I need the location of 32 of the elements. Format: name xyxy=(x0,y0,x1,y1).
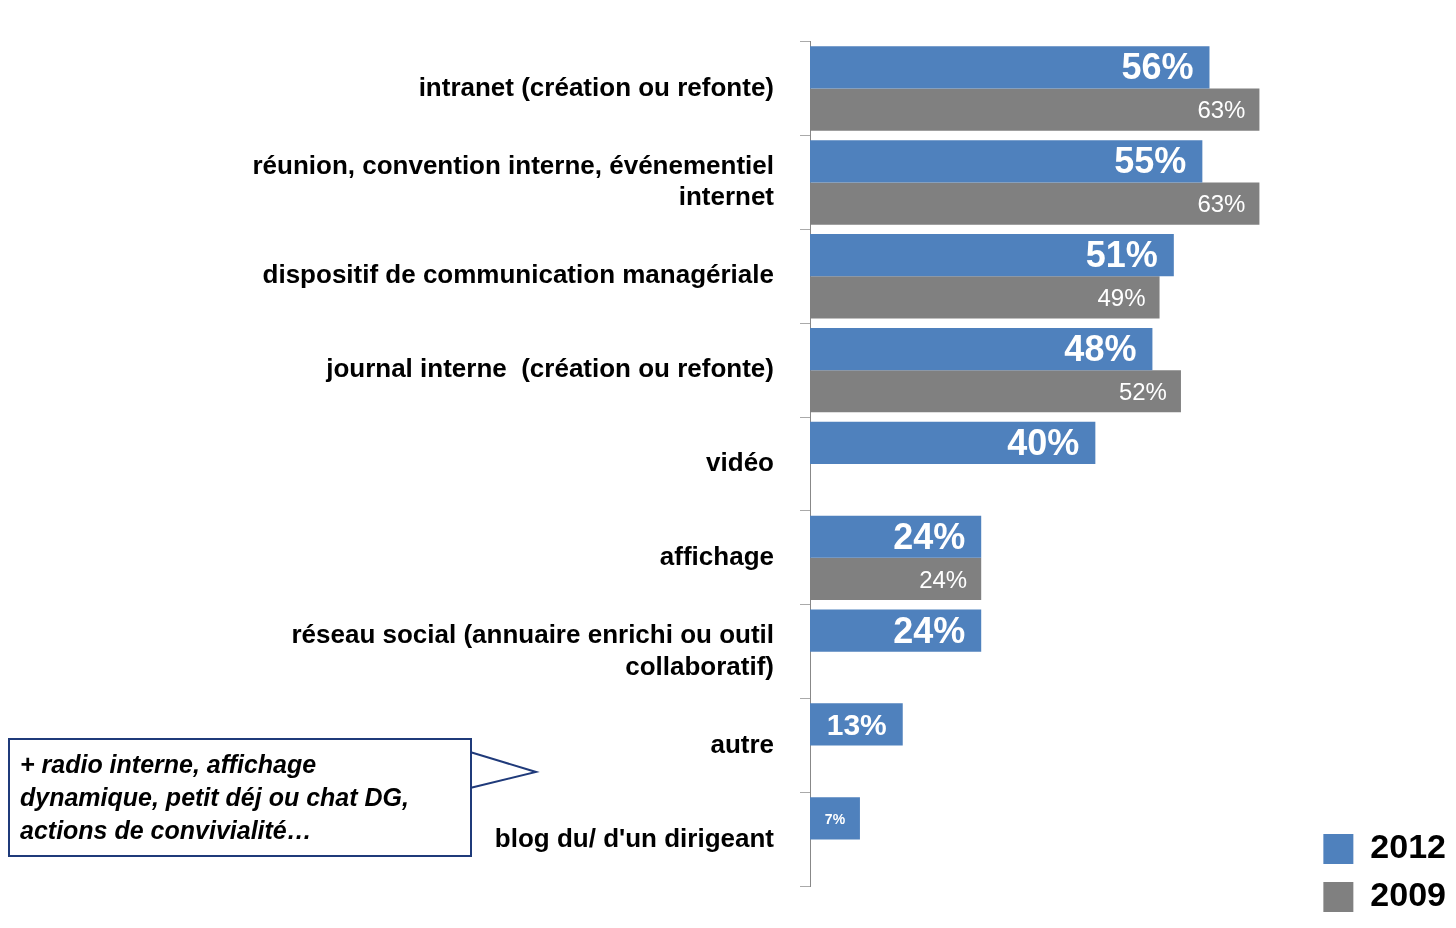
y-tick-label: intranet (création ou refonte) xyxy=(418,71,774,102)
y-tick-label: autre xyxy=(710,728,774,759)
bar xyxy=(810,234,1174,277)
data-label: 24% xyxy=(893,515,966,557)
data-label: 52% xyxy=(1118,377,1167,405)
y-tick-label: réseau social (annuaire enrichi ou outil collaboratif) xyxy=(291,619,774,681)
y-tick-label: affichage xyxy=(659,541,774,572)
data-label: 40% xyxy=(1007,421,1080,463)
data-label: 7% xyxy=(824,811,846,828)
y-tick-label: dispositif de communication managériale xyxy=(262,259,774,290)
data-label: 24% xyxy=(893,609,966,651)
y-tick-label: blog du/ d'un dirigeant xyxy=(494,822,775,853)
y-tick-label: journal interne (création ou refonte) xyxy=(325,353,774,384)
data-label: 55% xyxy=(1114,140,1187,182)
legend-label: 2012 xyxy=(1370,827,1446,866)
bar xyxy=(810,46,1210,89)
y-tick-label: réunion, convention interne, événementiel internet xyxy=(252,149,775,212)
data-label: 56% xyxy=(1121,46,1194,88)
y-tick-label: vidéo xyxy=(706,447,774,478)
data-label: 49% xyxy=(1097,284,1146,312)
bar xyxy=(810,421,1096,464)
legend-label: 2009 xyxy=(1370,875,1446,914)
text: + radio interne, affichage dynamique, petit déj ou chat DG, actions de convivialité… xyxy=(8,738,472,857)
data-label: 24% xyxy=(919,565,968,593)
data-label: 48% xyxy=(1064,327,1137,369)
bar xyxy=(810,797,860,840)
bar xyxy=(810,327,1153,371)
data-label: 63% xyxy=(1197,96,1246,124)
data-label: 63% xyxy=(1197,190,1246,218)
data-label: 13% xyxy=(826,707,887,741)
data-label: 51% xyxy=(1085,234,1158,276)
bar xyxy=(810,140,1203,183)
